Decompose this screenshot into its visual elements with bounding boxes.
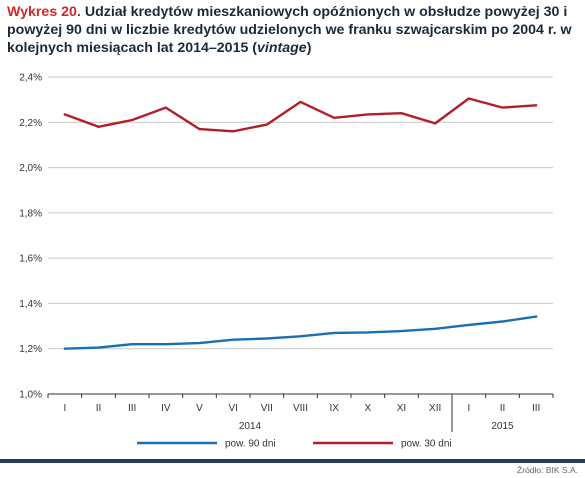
series-line: [63, 315, 538, 350]
x-tick-label: III: [128, 403, 136, 414]
x-tick-label: I: [467, 403, 470, 414]
chart-title-suffix: ): [306, 40, 312, 56]
footer-bar: [0, 459, 585, 463]
x-tick-label: VIII: [293, 403, 308, 414]
x-tick-label: I: [63, 403, 66, 414]
x-tick-label: IV: [161, 403, 171, 414]
year-label: 2014: [239, 421, 262, 432]
y-tick-label: 2,4%: [19, 73, 42, 84]
source-note: Źródło: BIK S.A.: [517, 465, 578, 475]
x-tick-label: XII: [429, 403, 441, 414]
chart-title-text: Udział kredytów mieszkaniowych opóźniony…: [7, 4, 572, 56]
y-tick-label: 2,2%: [19, 118, 42, 129]
series-line: [63, 97, 538, 133]
x-tick-label: II: [96, 403, 102, 414]
y-tick-label: 1,8%: [19, 208, 42, 219]
x-tick-label: II: [500, 403, 506, 414]
chart-title-lead: Wykres 20.: [7, 4, 81, 20]
y-tick-label: 1,2%: [19, 344, 42, 355]
x-tick-label: III: [532, 403, 540, 414]
y-tick-label: 1,6%: [19, 254, 42, 265]
chart-title: Wykres 20. Udział kredytów mieszkaniowyc…: [7, 3, 582, 57]
y-tick-label: 1,0%: [19, 390, 42, 401]
x-tick-label: IX: [329, 403, 339, 414]
x-tick-label: X: [364, 403, 371, 414]
legend-label: pow. 90 dni: [225, 439, 276, 450]
legend-label: pow. 30 dni: [401, 439, 452, 450]
y-tick-label: 2,0%: [19, 163, 42, 174]
y-tick-label: 1,4%: [19, 299, 42, 310]
x-tick-label: V: [196, 403, 203, 414]
x-tick-label: VI: [228, 403, 237, 414]
x-tick-label: XI: [397, 403, 406, 414]
chart-title-italic: vintage: [257, 40, 307, 56]
year-label: 2015: [491, 421, 514, 432]
x-tick-label: VII: [261, 403, 273, 414]
